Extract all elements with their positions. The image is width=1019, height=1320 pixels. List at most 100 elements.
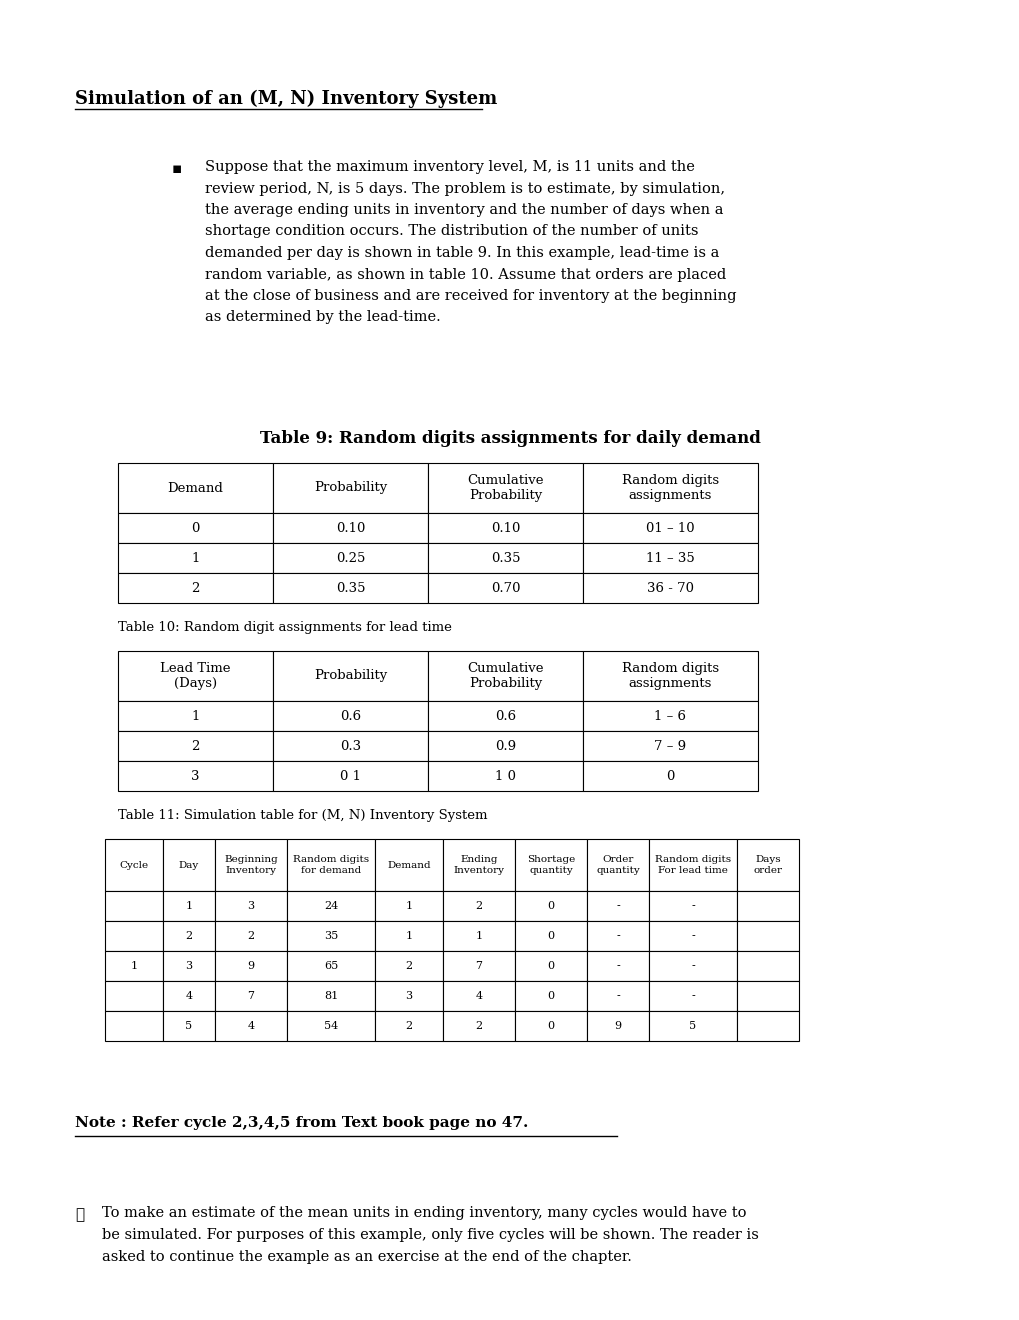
Bar — [375, 950, 442, 981]
Text: 1: 1 — [192, 552, 200, 565]
Bar — [215, 840, 286, 891]
Text: -: - — [691, 931, 694, 941]
Bar — [515, 891, 586, 921]
Text: Ending
Inventory: Ending Inventory — [453, 855, 504, 875]
Bar — [428, 463, 583, 513]
Bar — [428, 731, 583, 762]
Bar — [428, 651, 583, 701]
Bar — [215, 1011, 286, 1041]
Bar — [286, 950, 375, 981]
Bar — [118, 463, 273, 513]
Text: Days
order: Days order — [753, 855, 782, 875]
Bar — [215, 891, 286, 921]
Text: 1: 1 — [475, 931, 482, 941]
Bar — [442, 921, 515, 950]
Bar — [442, 950, 515, 981]
Text: 1 0: 1 0 — [494, 770, 516, 783]
Bar — [375, 1011, 442, 1041]
Text: Note : Refer cycle 2,3,4,5 from Text book page no 47.: Note : Refer cycle 2,3,4,5 from Text boo… — [75, 1115, 528, 1130]
Text: 5: 5 — [689, 1020, 696, 1031]
Text: 2: 2 — [185, 931, 193, 941]
Bar — [215, 950, 286, 981]
Text: 0.35: 0.35 — [490, 552, 520, 565]
Text: the average ending units in inventory and the number of days when a: the average ending units in inventory an… — [205, 203, 722, 216]
Text: 01 – 10: 01 – 10 — [646, 521, 694, 535]
Text: 0: 0 — [547, 902, 554, 911]
Bar — [648, 921, 737, 950]
Text: 1: 1 — [185, 902, 193, 911]
Text: 2: 2 — [192, 739, 200, 752]
Text: review period, N, is 5 days. The problem is to estimate, by simulation,: review period, N, is 5 days. The problem… — [205, 181, 725, 195]
Text: -: - — [691, 902, 694, 911]
Bar — [586, 950, 648, 981]
Text: 1: 1 — [192, 710, 200, 722]
Bar — [118, 651, 273, 701]
Text: 1: 1 — [130, 961, 138, 972]
Text: Cycle: Cycle — [119, 861, 149, 870]
Bar — [737, 981, 798, 1011]
Bar — [273, 651, 428, 701]
Text: random variable, as shown in table 10. Assume that orders are placed: random variable, as shown in table 10. A… — [205, 268, 726, 281]
Text: ❖: ❖ — [75, 1208, 84, 1222]
Bar — [428, 513, 583, 543]
Bar — [583, 731, 757, 762]
Bar — [118, 573, 273, 603]
Text: as determined by the lead-time.: as determined by the lead-time. — [205, 310, 440, 325]
Text: 0.6: 0.6 — [494, 710, 516, 722]
Text: 54: 54 — [324, 1020, 337, 1031]
Text: 4: 4 — [475, 991, 482, 1001]
Text: Demand: Demand — [167, 482, 223, 495]
Text: 0.10: 0.10 — [490, 521, 520, 535]
Bar — [583, 513, 757, 543]
Text: 9: 9 — [248, 961, 255, 972]
Bar — [442, 1011, 515, 1041]
Text: 3: 3 — [405, 991, 412, 1001]
Bar — [286, 1011, 375, 1041]
Text: 24: 24 — [324, 902, 337, 911]
Text: 81: 81 — [324, 991, 337, 1001]
Text: 5: 5 — [185, 1020, 193, 1031]
Text: 3: 3 — [192, 770, 200, 783]
Text: 3: 3 — [248, 902, 255, 911]
Bar — [273, 543, 428, 573]
Text: 2: 2 — [192, 582, 200, 594]
Bar — [118, 731, 273, 762]
Text: 1 – 6: 1 – 6 — [654, 710, 686, 722]
Bar — [118, 701, 273, 731]
Text: Probability: Probability — [314, 669, 387, 682]
Text: 0: 0 — [665, 770, 674, 783]
Text: -: - — [615, 991, 620, 1001]
Text: 35: 35 — [324, 931, 337, 941]
Text: 0.3: 0.3 — [339, 739, 361, 752]
Text: -: - — [691, 991, 694, 1001]
Text: -: - — [615, 961, 620, 972]
Bar — [105, 981, 163, 1011]
Bar — [273, 513, 428, 543]
Text: 0.6: 0.6 — [339, 710, 361, 722]
Bar — [515, 921, 586, 950]
Text: demanded per day is shown in table 9. In this example, lead-time is a: demanded per day is shown in table 9. In… — [205, 246, 718, 260]
Text: Cumulative
Probability: Cumulative Probability — [467, 474, 543, 502]
Text: Table 10: Random digit assignments for lead time: Table 10: Random digit assignments for l… — [118, 620, 451, 634]
Text: 1: 1 — [405, 902, 412, 911]
Bar — [215, 921, 286, 950]
Bar — [583, 651, 757, 701]
Text: at the close of business and are received for inventory at the beginning: at the close of business and are receive… — [205, 289, 736, 304]
Text: 2: 2 — [475, 1020, 482, 1031]
Bar — [163, 840, 215, 891]
Text: Random digits
for demand: Random digits for demand — [292, 855, 369, 875]
Text: 0 1: 0 1 — [339, 770, 361, 783]
Bar — [583, 762, 757, 791]
Bar — [118, 513, 273, 543]
Bar — [105, 950, 163, 981]
Text: 4: 4 — [185, 991, 193, 1001]
Bar — [273, 573, 428, 603]
Bar — [648, 1011, 737, 1041]
Text: 7: 7 — [475, 961, 482, 972]
Bar — [118, 543, 273, 573]
Text: 2: 2 — [248, 931, 255, 941]
Text: To make an estimate of the mean units in ending inventory, many cycles would hav: To make an estimate of the mean units in… — [102, 1206, 746, 1220]
Text: 2: 2 — [475, 902, 482, 911]
Bar — [586, 840, 648, 891]
Text: be simulated. For purposes of this example, only five cycles will be shown. The : be simulated. For purposes of this examp… — [102, 1228, 758, 1242]
